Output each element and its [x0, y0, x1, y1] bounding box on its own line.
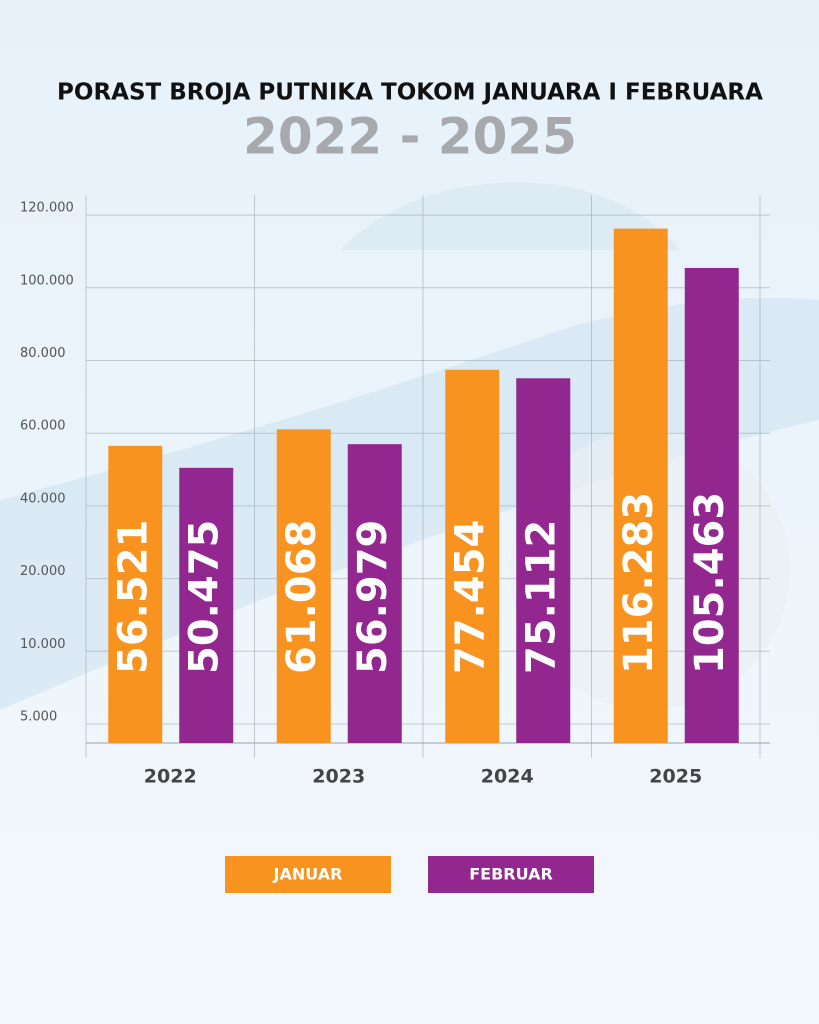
value-label: 75.112: [518, 520, 564, 674]
legend-label: JANUAR: [273, 865, 343, 884]
bar: [445, 369, 500, 743]
y-tick-label: 60.000: [20, 419, 66, 434]
bar: [613, 228, 668, 743]
value-label: 77.454: [447, 520, 493, 674]
y-tick-label: 100.000: [20, 273, 74, 288]
bar: [684, 267, 739, 743]
value-label: 116.283: [616, 492, 662, 674]
value-label: 105.463: [687, 492, 733, 674]
value-label: 50.475: [181, 520, 227, 674]
legend-swatch: [428, 856, 594, 893]
bar: [516, 378, 571, 743]
plane-decoration: [340, 182, 680, 250]
legend-label: FEBRUAR: [469, 865, 553, 884]
y-tick-label: 80.000: [20, 346, 66, 361]
y-tick-label: 20.000: [20, 564, 66, 579]
x-tick-label: 2023: [312, 766, 365, 788]
bar: [179, 467, 234, 743]
chart-subtitle: 2022 - 2025: [243, 108, 577, 166]
legend-swatch: [225, 856, 391, 893]
y-tick-label: 120.000: [20, 201, 74, 216]
x-tick-label: 2024: [481, 766, 534, 788]
value-label: 61.068: [279, 520, 325, 674]
x-tick-label: 2022: [144, 766, 197, 788]
y-tick-label: 40.000: [20, 491, 66, 506]
value-label: 56.979: [350, 520, 396, 674]
bar: [108, 445, 163, 743]
bar: [347, 444, 402, 743]
value-label: 56.521: [110, 520, 156, 674]
y-tick-label: 10.000: [20, 637, 66, 652]
x-tick-label: 2025: [649, 766, 702, 788]
chart-title: PORAST BROJA PUTNIKA TOKOM JANUARA I FEB…: [57, 80, 763, 106]
bar: [276, 429, 331, 743]
y-tick-label: 5.000: [20, 710, 57, 725]
